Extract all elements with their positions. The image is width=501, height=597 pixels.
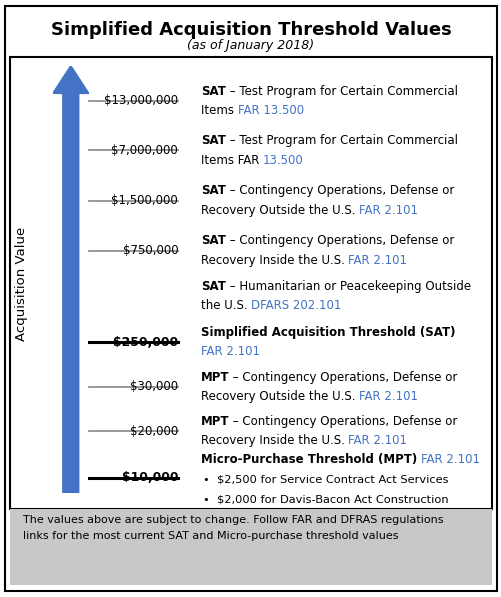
Text: The values above are subject to change. Follow FAR and DFRAS regulations: The values above are subject to change. …	[23, 515, 442, 525]
Text: DFARS 202.101: DFARS 202.101	[250, 300, 341, 312]
Text: FAR 2.101: FAR 2.101	[358, 204, 417, 217]
Text: Acquisition Value: Acquisition Value	[15, 226, 28, 341]
Text: Recovery Outside the U.S.: Recovery Outside the U.S.	[200, 204, 358, 217]
Text: Items FAR: Items FAR	[200, 154, 263, 167]
Text: FAR 13.500: FAR 13.500	[237, 104, 303, 117]
Text: SAT: SAT	[200, 134, 225, 147]
Text: •  $2,000 for Davis-Bacon Act Construction: • $2,000 for Davis-Bacon Act Constructio…	[203, 494, 448, 504]
Text: $7,000,000: $7,000,000	[111, 144, 178, 157]
Text: FAR 2.101: FAR 2.101	[348, 254, 407, 267]
Text: SAT: SAT	[200, 184, 225, 197]
Text: Micro-Purchase Threshold (MPT): Micro-Purchase Threshold (MPT)	[200, 453, 420, 466]
Text: – Contingency Operations, Defense or: – Contingency Operations, Defense or	[229, 371, 457, 383]
Text: SAT: SAT	[200, 85, 225, 97]
Text: – Contingency Operations, Defense or: – Contingency Operations, Defense or	[225, 235, 453, 247]
Text: the U.S.: the U.S.	[200, 300, 250, 312]
Text: – Humanitarian or Peacekeeping Outside: – Humanitarian or Peacekeeping Outside	[225, 280, 470, 293]
Text: $20,000: $20,000	[130, 424, 178, 438]
Text: – Contingency Operations, Defense or: – Contingency Operations, Defense or	[229, 415, 457, 427]
Text: Recovery Outside the U.S.: Recovery Outside the U.S.	[200, 390, 358, 403]
Text: (as of January 2018): (as of January 2018)	[187, 39, 314, 52]
Text: $250,000: $250,000	[113, 336, 178, 349]
Text: MPT: MPT	[200, 415, 229, 427]
Text: FAR 2.101: FAR 2.101	[348, 435, 407, 447]
Text: MPT: MPT	[200, 371, 229, 383]
Text: FAR 2.101: FAR 2.101	[420, 453, 479, 466]
Text: SAT: SAT	[200, 280, 225, 293]
Text: FAR 2.101: FAR 2.101	[358, 390, 417, 403]
Text: $1,500,000: $1,500,000	[111, 194, 178, 207]
Text: 13.500: 13.500	[263, 154, 303, 167]
Text: •  $2,500 for Service Contract Act Services: • $2,500 for Service Contract Act Servic…	[203, 475, 448, 485]
Text: – Test Program for Certain Commercial: – Test Program for Certain Commercial	[225, 85, 457, 97]
Text: $13,000,000: $13,000,000	[104, 94, 178, 107]
Text: $750,000: $750,000	[122, 244, 178, 257]
Text: FAR 2.101: FAR 2.101	[200, 346, 260, 358]
Text: Items: Items	[200, 104, 237, 117]
Text: Simplified Acquisition Threshold Values: Simplified Acquisition Threshold Values	[51, 21, 450, 39]
Text: – Test Program for Certain Commercial: – Test Program for Certain Commercial	[225, 134, 457, 147]
Text: Recovery Inside the U.S.: Recovery Inside the U.S.	[200, 254, 348, 267]
Text: $10,000: $10,000	[121, 471, 178, 484]
Text: Recovery Inside the U.S.: Recovery Inside the U.S.	[200, 435, 348, 447]
Text: links for the most current SAT and Micro-purchase threshold values: links for the most current SAT and Micro…	[23, 531, 397, 541]
Polygon shape	[53, 66, 89, 493]
Text: Simplified Acquisition Threshold (SAT): Simplified Acquisition Threshold (SAT)	[200, 326, 454, 338]
Text: SAT: SAT	[200, 235, 225, 247]
Text: $30,000: $30,000	[130, 380, 178, 393]
Text: – Contingency Operations, Defense or: – Contingency Operations, Defense or	[225, 184, 453, 197]
